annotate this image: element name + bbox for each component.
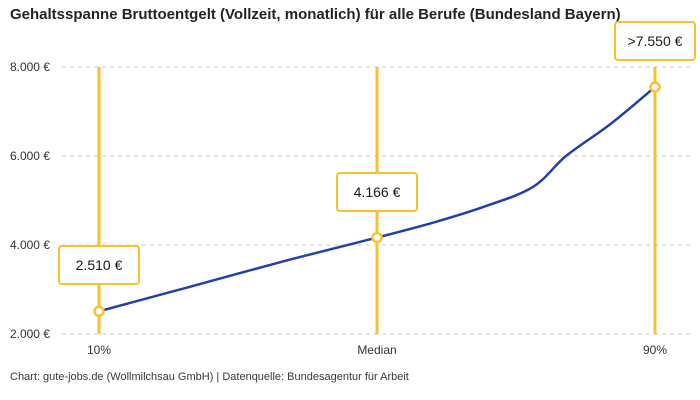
x-axis-tick-median: Median [357,343,397,357]
value-callout-10percent: 2.510 € [58,245,140,286]
data-point-marker [371,231,383,244]
x-axis-tick-10percent: 10% [86,343,112,357]
chart-source-credit: Chart: gute-jobs.de (Wollmilchsau GmbH) … [10,371,409,383]
y-axis-tick: 6.000 € [9,149,50,163]
value-callout-median: 4.166 € [336,171,418,212]
chart-title: Gehaltsspanne Bruttoentgelt (Vollzeit, m… [10,6,621,23]
y-axis-tick: 8.000 € [9,60,50,74]
x-axis-tick-90percent: 90% [642,343,668,357]
y-axis-tick: 4.000 € [9,238,50,252]
salary-curve [97,85,657,313]
data-point-marker [93,305,105,318]
value-callout-90percent: >7.550 € [614,21,696,62]
data-point-marker [649,81,661,93]
y-axis-tick: 2.000 € [9,327,50,341]
